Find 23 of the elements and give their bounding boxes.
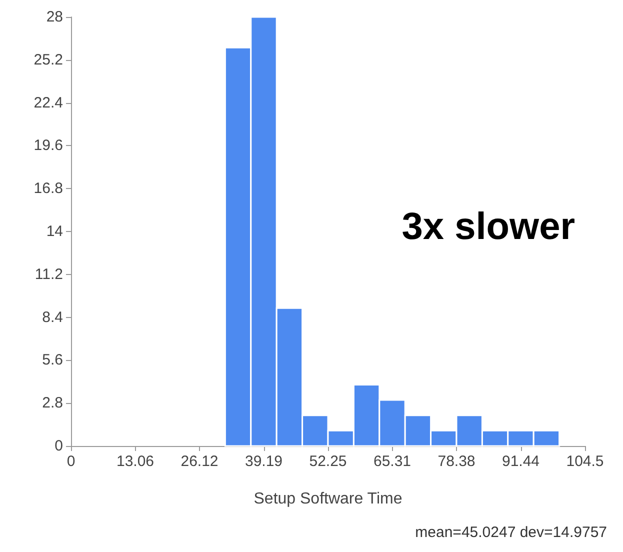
y-tick-label: 0 — [54, 438, 63, 454]
text: mean=45.0247 dev=14.9757 — [415, 524, 608, 541]
y-tick-label: 2.8 — [42, 394, 63, 412]
y-tick-label: 16.8 — [34, 180, 63, 198]
x-tick-label: 65.31 — [373, 453, 412, 470]
y-tick-label: 22.4 — [34, 94, 63, 112]
y-tick-label: 14 — [46, 223, 63, 240]
x-tick-label: 52.25 — [309, 453, 347, 470]
x-axis-title: Setup Software Time — [254, 490, 402, 508]
y-tick-label: 25.2 — [34, 51, 63, 68]
y-tick-label: 8.4 — [42, 308, 63, 326]
x-tick-label: 91.44 — [502, 453, 540, 470]
y-tick-label: 5.6 — [42, 352, 63, 369]
x-tick-label: 104.5 — [566, 453, 604, 470]
x-tick-label: 0 — [66, 453, 76, 470]
y-tick-label: 28 — [46, 8, 63, 26]
x-tick-label: 26.12 — [180, 453, 218, 470]
x-tick-label: 39.19 — [244, 453, 283, 470]
x-tick-label: 78.38 — [438, 453, 476, 470]
x-tick-label: 13.06 — [116, 453, 154, 470]
y-tick-label: 19.6 — [34, 137, 63, 154]
y-tick-label: 11.2 — [34, 266, 63, 283]
annotation: 3x slower — [402, 206, 576, 248]
